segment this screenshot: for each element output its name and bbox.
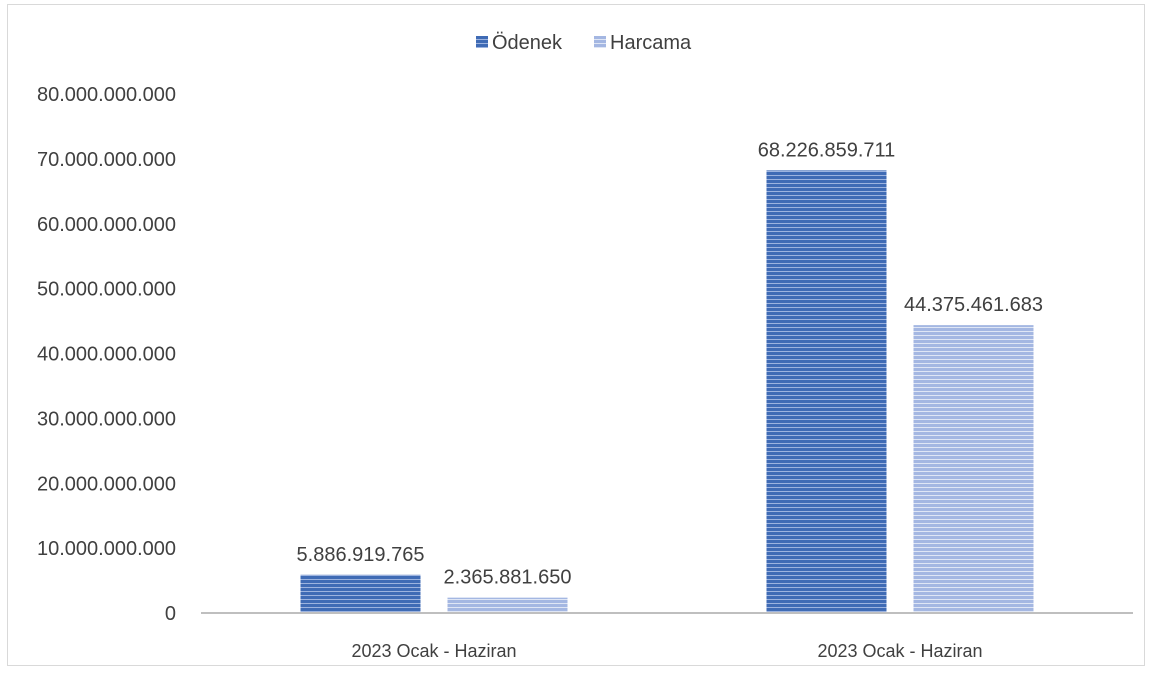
- y-tick-label: 0: [165, 603, 176, 625]
- data-label-odenek: 5.886.919.765: [297, 544, 425, 566]
- y-tick-label: 10.000.000.000: [37, 538, 176, 560]
- legend-swatch-harcama: [594, 36, 606, 48]
- legend: Ödenek Harcama: [476, 32, 692, 54]
- x-axis: 2023 Ocak - Haziran 2023 Ocak - Haziran: [201, 612, 1133, 661]
- y-tick-label: 70.000.000.000: [37, 149, 176, 171]
- bar-harcama: [913, 325, 1034, 613]
- y-tick-label: 50.000.000.000: [37, 279, 176, 301]
- chart-frame: Ödenek Harcama 0 10.000.000.000 20.000.000.…: [7, 4, 1145, 666]
- data-label-harcama: 44.375.461.683: [904, 294, 1043, 316]
- legend-swatch-odenek: [476, 36, 488, 48]
- y-tick-label: 30.000.000.000: [37, 408, 176, 430]
- bar-harcama: [447, 597, 568, 613]
- data-label-harcama: 2.365.881.650: [444, 567, 572, 589]
- y-tick-label: 40.000.000.000: [37, 344, 176, 366]
- y-tick-label: 80.000.000.000: [37, 84, 176, 106]
- bar-odenek: [300, 574, 421, 613]
- legend-label-harcama: Harcama: [610, 32, 692, 54]
- bar-odenek: [766, 170, 887, 614]
- x-tick-label: 2023 Ocak - Haziran: [817, 641, 982, 661]
- y-axis: 0 10.000.000.000 20.000.000.000 30.000.000.…: [37, 84, 176, 625]
- x-tick-label: 2023 Ocak - Haziran: [351, 641, 516, 661]
- data-label-odenek: 68.226.859.711: [758, 139, 896, 161]
- y-tick-label: 60.000.000.000: [37, 214, 176, 236]
- bar-chart: Ödenek Harcama 0 10.000.000.000 20.000.000.…: [37, 32, 1133, 661]
- bars: 5.886.919.765 2.365.881.650 68.226.859.711…: [297, 139, 1043, 614]
- y-tick-label: 20.000.000.000: [37, 473, 176, 495]
- legend-label-odenek: Ödenek: [492, 32, 563, 54]
